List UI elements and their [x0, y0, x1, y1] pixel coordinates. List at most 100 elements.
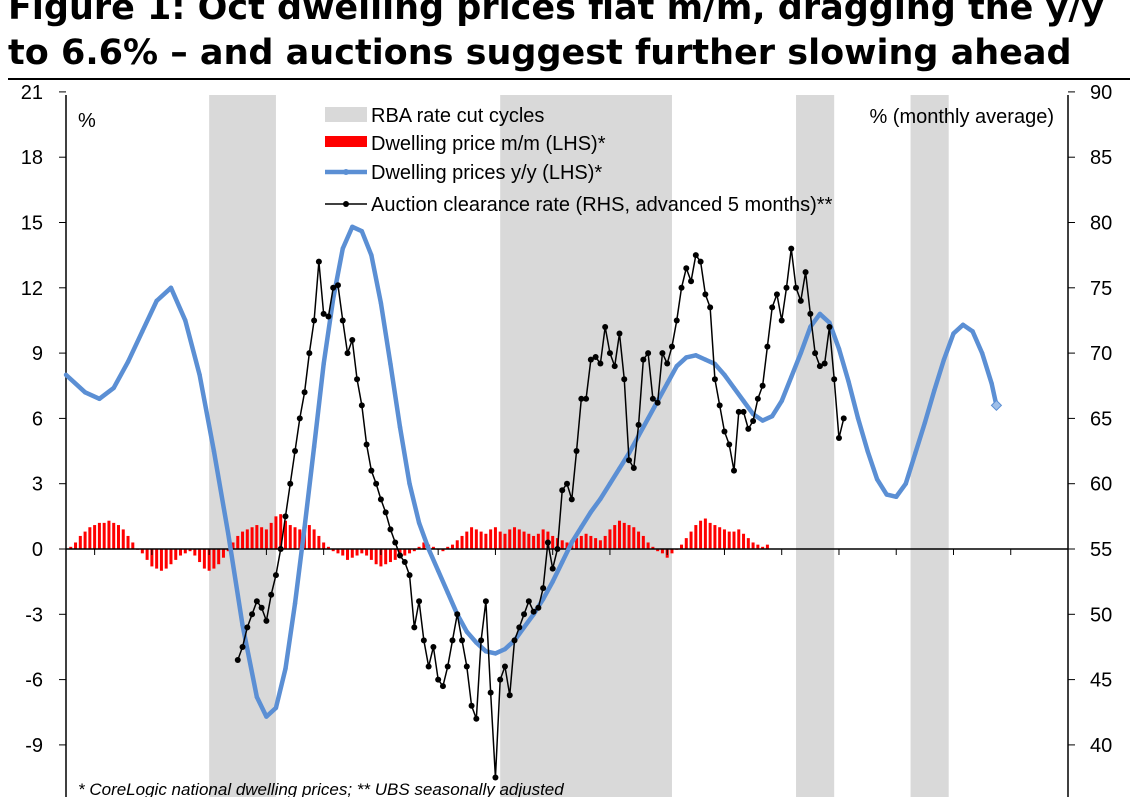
yy-point-7: [168, 285, 174, 290]
auction-point-59: [516, 624, 523, 631]
yy-point-69: [789, 374, 794, 380]
yy-point-63: [731, 385, 737, 391]
mm-bar-30: [212, 549, 216, 569]
auction-point-87: [649, 395, 656, 402]
mm-bar-2: [78, 535, 82, 549]
auction-point-121: [812, 350, 819, 357]
mm-bar-112: [603, 535, 607, 549]
mm-bar-20: [164, 549, 168, 569]
auction-point-97: [697, 258, 704, 265]
auction-point-117: [793, 284, 800, 291]
yy-point-43: [540, 596, 546, 602]
mm-bar-95: [522, 531, 526, 549]
mm-bar-101: [551, 535, 555, 549]
auction-point-23: [344, 350, 351, 357]
mm-bar-92: [508, 529, 512, 549]
yy-line: [64, 224, 999, 719]
auction-point-7: [268, 591, 275, 598]
yy-point-82: [913, 451, 918, 456]
yy-point-18: [302, 525, 307, 530]
yy-point-86: [951, 331, 956, 336]
auction-point-27: [363, 441, 370, 448]
right-tick-label: 40: [1090, 735, 1112, 757]
mm-bar-39: [255, 525, 259, 549]
auction-point-61: [525, 598, 532, 605]
yy-point-88: [970, 329, 975, 334]
auction-point-67: [554, 546, 561, 552]
mm-bar-24: [183, 549, 187, 554]
auction-point-9: [277, 546, 284, 552]
auction-point-76: [597, 360, 604, 367]
mm-bar-115: [617, 520, 621, 549]
mm-bar-83: [465, 531, 469, 549]
auction-point-113: [773, 291, 780, 298]
legend-auction-marker: [343, 201, 349, 207]
mm-bar-124: [660, 549, 664, 554]
mm-bar-129: [684, 538, 688, 549]
mm-bar-27: [198, 549, 202, 563]
yy-point-12: [240, 622, 245, 628]
mm-bar-143: [751, 542, 755, 549]
yy-point-30: [416, 520, 422, 526]
mm-bars: [69, 514, 769, 571]
mm-bar-17: [150, 549, 154, 567]
auction-point-37: [411, 624, 418, 631]
mm-bar-48: [298, 529, 302, 549]
yy-point-10: [211, 448, 217, 454]
yy-point-2: [97, 396, 102, 402]
yy-point-27: [388, 361, 393, 367]
auction-point-21: [334, 282, 341, 289]
auction-point-104: [731, 467, 737, 474]
mm-bar-91: [503, 533, 507, 549]
auction-point-15: [306, 350, 313, 357]
mm-bar-10: [116, 525, 120, 549]
left-tick-label: -3: [25, 604, 43, 626]
auction-point-99: [707, 304, 714, 311]
right-tick-label: 90: [1090, 82, 1112, 104]
right-tick-label: 80: [1090, 213, 1112, 235]
mm-bar-72: [412, 549, 416, 552]
auction-point-126: [835, 434, 842, 441]
auction-point-77: [602, 323, 609, 330]
yy-point-35: [464, 629, 469, 634]
auction-point-62: [530, 608, 537, 615]
auction-point-124: [826, 323, 833, 330]
auction-point-98: [702, 291, 709, 298]
mm-bar-37: [245, 529, 249, 549]
auction-point-44: [444, 663, 451, 670]
yy-point-26: [378, 300, 384, 306]
mm-bar-136: [718, 527, 722, 549]
auction-point-78: [606, 350, 613, 357]
auction-point-36: [406, 572, 413, 579]
auction-point-105: [735, 408, 742, 415]
right-tick-label: 75: [1090, 278, 1112, 300]
auction-point-125: [831, 376, 838, 383]
mm-bar-139: [732, 531, 736, 549]
auction-point-73: [583, 395, 590, 402]
mm-bar-3: [83, 531, 87, 549]
mm-bar-57: [341, 549, 345, 556]
auction-point-33: [392, 539, 399, 546]
mm-bar-135: [713, 525, 717, 549]
left-tick-label: 3: [32, 474, 43, 496]
mm-bar-19: [159, 549, 163, 571]
auction-point-82: [626, 457, 633, 464]
mm-bar-106: [575, 538, 579, 549]
mm-bar-119: [637, 531, 641, 549]
auction-point-111: [764, 343, 771, 350]
mm-bar-90: [498, 531, 502, 549]
mm-bar-8: [107, 520, 111, 549]
mm-bar-62: [365, 549, 369, 556]
mm-bar-0: [69, 546, 73, 549]
mm-bar-4: [88, 527, 92, 549]
yy-point-29: [407, 481, 412, 486]
mm-bar-117: [627, 525, 631, 549]
legend-label-1: Dwelling price m/m (LHS)*: [371, 133, 606, 155]
auction-point-24: [349, 337, 356, 344]
mm-bar-134: [708, 522, 712, 549]
auction-point-29: [373, 480, 380, 487]
mm-bar-146: [765, 544, 769, 549]
mm-bar-133: [703, 518, 707, 549]
mm-bar-123: [656, 549, 660, 552]
mm-bar-41: [264, 529, 268, 549]
